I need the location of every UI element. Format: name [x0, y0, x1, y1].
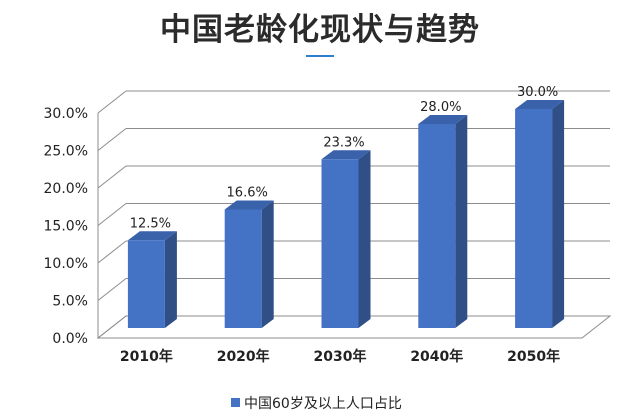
- bar-top: [418, 115, 468, 124]
- gridline-diagonal: [97, 90, 127, 114]
- y-tick-label: 25.0%: [44, 144, 88, 160]
- bar: [418, 124, 456, 328]
- y-tick-label: 5.0%: [52, 294, 88, 310]
- title-underline: [306, 55, 334, 57]
- bar-side: [358, 150, 371, 328]
- x-tick-label: 2020年: [217, 348, 270, 365]
- legend-swatch: [231, 398, 240, 407]
- y-tick-label: 15.0%: [44, 219, 88, 235]
- data-label: 23.3%: [323, 135, 364, 150]
- gridline-diagonal: [97, 315, 127, 339]
- bar-side: [455, 115, 468, 328]
- legend: 中国60岁及以上人口占比: [231, 396, 402, 412]
- gridline-diagonal: [97, 278, 127, 301]
- data-labels-layer: 12.5% 16.6% 23.3% 28.0% 30.0%: [130, 85, 559, 231]
- y-tick-label: 10.0%: [44, 256, 88, 272]
- category-labels-layer: 2010年 2020年 2030年 2040年 2050年: [120, 348, 560, 365]
- bar: [515, 109, 553, 328]
- data-label: 12.5%: [130, 216, 171, 231]
- gridline-diagonal: [97, 165, 127, 189]
- bar-side: [164, 231, 177, 328]
- x-tick-label: 2050年: [507, 348, 560, 365]
- x-tick-label: 2030年: [314, 348, 367, 365]
- bar-side: [261, 200, 274, 328]
- gridline-diagonal: [97, 203, 127, 226]
- bar: [224, 209, 262, 328]
- x-tick-label: 2010年: [120, 348, 173, 365]
- bar-top: [515, 100, 565, 109]
- bars-layer: [127, 100, 565, 328]
- y-axis-ticks: 0.0% 5.0% 10.0% 15.0% 20.0% 25.0% 30.0%: [44, 106, 88, 347]
- data-label: 28.0%: [420, 100, 461, 115]
- bar: [321, 159, 359, 328]
- bar-top: [224, 200, 274, 210]
- bar-top: [321, 150, 371, 160]
- data-label: 30.0%: [517, 85, 558, 100]
- bar-top: [127, 231, 177, 241]
- gridline-diagonal: [97, 240, 127, 264]
- bar-side: [552, 100, 565, 328]
- chart-title: 中国老龄化现状与趋势: [160, 12, 480, 48]
- y-tick-label: 30.0%: [44, 106, 88, 122]
- gridline-diagonal: [97, 128, 127, 151]
- data-label: 16.6%: [227, 186, 268, 201]
- bar: [127, 240, 165, 328]
- y-tick-label: 20.0%: [44, 181, 88, 197]
- legend-label: 中国60岁及以上人口占比: [244, 396, 402, 412]
- y-tick-label: 0.0%: [52, 331, 88, 347]
- x-tick-label: 2040年: [410, 348, 463, 365]
